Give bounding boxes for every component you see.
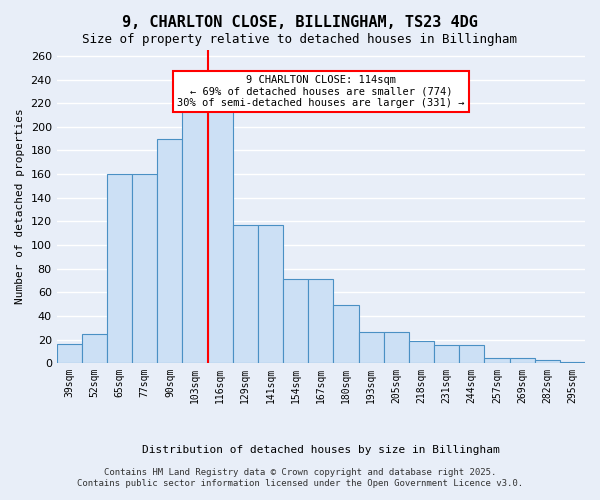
Bar	[132, 174, 157, 363]
Bar	[233, 225, 258, 363]
Bar	[459, 346, 484, 363]
Bar	[384, 332, 409, 363]
Bar	[308, 280, 334, 363]
Bar	[157, 138, 182, 363]
Text: Contains HM Land Registry data © Crown copyright and database right 2025.
Contai: Contains HM Land Registry data © Crown c…	[77, 468, 523, 487]
Text: Size of property relative to detached houses in Billingham: Size of property relative to detached ho…	[83, 32, 517, 46]
Bar	[434, 346, 459, 363]
Y-axis label: Number of detached properties: Number of detached properties	[15, 108, 25, 304]
Bar	[208, 92, 233, 363]
X-axis label: Distribution of detached houses by size in Billingham: Distribution of detached houses by size …	[142, 445, 500, 455]
Bar	[359, 332, 384, 363]
Bar	[509, 358, 535, 363]
Text: 9, CHARLTON CLOSE, BILLINGHAM, TS23 4DG: 9, CHARLTON CLOSE, BILLINGHAM, TS23 4DG	[122, 15, 478, 30]
Bar	[535, 360, 560, 363]
Bar	[56, 344, 82, 363]
Bar	[283, 280, 308, 363]
Bar	[258, 225, 283, 363]
Bar	[182, 92, 208, 363]
Bar	[107, 174, 132, 363]
Bar	[334, 306, 359, 363]
Bar	[409, 341, 434, 363]
Bar	[560, 362, 585, 363]
Text: 9 CHARLTON CLOSE: 114sqm
← 69% of detached houses are smaller (774)
30% of semi-: 9 CHARLTON CLOSE: 114sqm ← 69% of detach…	[177, 75, 464, 108]
Bar	[82, 334, 107, 363]
Bar	[484, 358, 509, 363]
